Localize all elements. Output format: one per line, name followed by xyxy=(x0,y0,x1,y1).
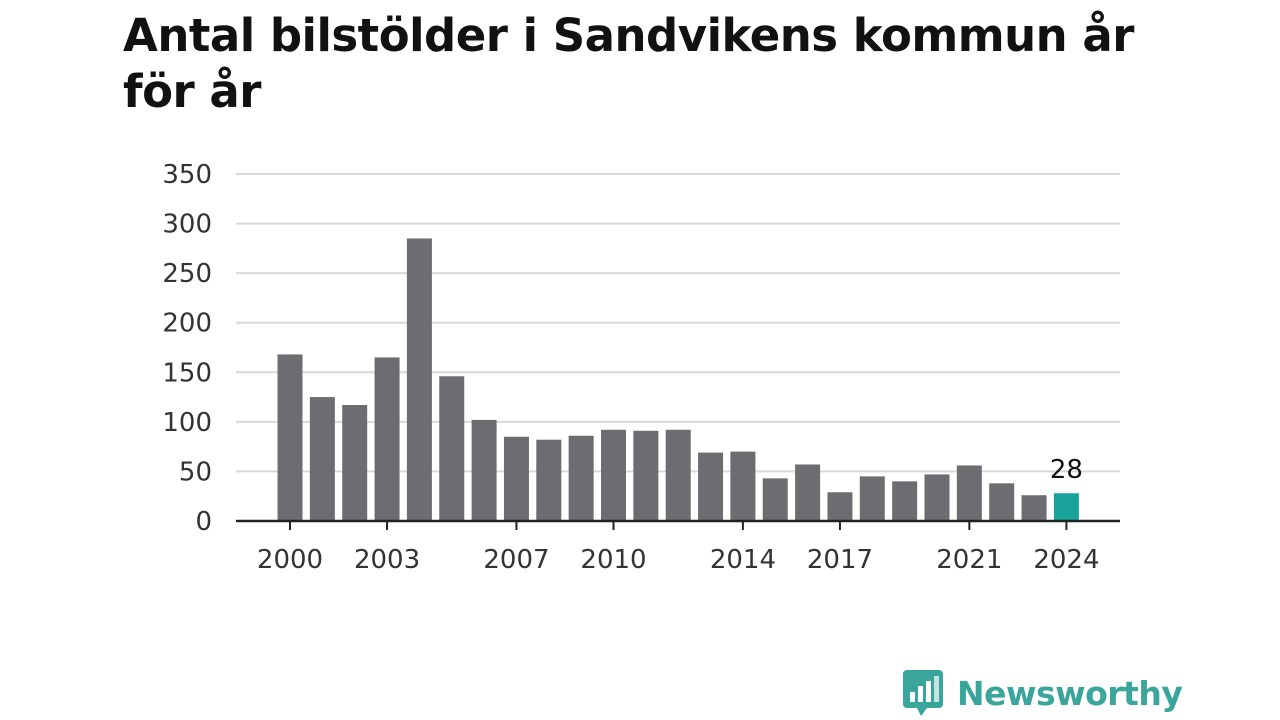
bar-2012 xyxy=(665,429,691,521)
bar-2000 xyxy=(277,354,303,521)
bar-2021 xyxy=(956,465,982,521)
bar-2005 xyxy=(439,376,465,521)
bar-2022 xyxy=(989,483,1015,521)
data-labels: 28 xyxy=(1050,455,1083,485)
y-tick-label: 300 xyxy=(162,210,212,240)
bar-2013 xyxy=(698,452,724,521)
bar-2008 xyxy=(536,439,562,521)
bar-2010 xyxy=(601,429,626,521)
bar-2002 xyxy=(342,405,368,521)
x-tick-label: 2024 xyxy=(1033,545,1099,575)
y-tick-label: 50 xyxy=(179,457,212,487)
x-tick-label: 2021 xyxy=(936,545,1002,575)
y-tick-label: 250 xyxy=(162,259,212,289)
bar-2017 xyxy=(827,492,853,521)
bar-2006 xyxy=(471,419,497,521)
bar-2024 xyxy=(1053,493,1079,521)
bar-2003 xyxy=(374,357,400,521)
y-tick-label: 350 xyxy=(162,160,212,190)
bar-2007 xyxy=(503,436,529,521)
y-tick-label: 100 xyxy=(162,408,212,438)
x-tick-label: 2003 xyxy=(354,545,420,575)
y-tick-label: 200 xyxy=(162,309,212,339)
newsworthy-logo-icon xyxy=(903,670,943,716)
chart-title: Antal bilstölder i Sandvikens kommun år … xyxy=(123,9,1134,118)
bar-2018 xyxy=(859,476,885,521)
bar-2023 xyxy=(1021,495,1047,521)
x-tick-label: 2017 xyxy=(807,545,873,575)
x-tick-label: 2010 xyxy=(580,545,646,575)
bar-2020 xyxy=(924,474,950,521)
bar-2019 xyxy=(892,481,918,521)
bar-2004 xyxy=(406,238,432,521)
bars xyxy=(277,238,1079,521)
bar-2016 xyxy=(795,464,821,521)
data-label: 28 xyxy=(1050,455,1083,485)
y-axis-ticks: 0 50 100 150 200 250 300 350 xyxy=(162,160,212,537)
bar-2011 xyxy=(633,430,659,521)
y-tick-label: 150 xyxy=(162,358,212,388)
newsworthy-logo-text: Newsworthy xyxy=(957,673,1183,713)
x-tick-label: 2007 xyxy=(483,545,549,575)
y-tick-label: 0 xyxy=(195,507,212,537)
newsworthy-logo: Newsworthy xyxy=(903,670,1183,716)
bar-2014 xyxy=(730,451,756,521)
gridlines xyxy=(236,173,1120,473)
bar-2001 xyxy=(309,397,335,521)
x-axis-ticks: 2000 2003 2007 2010 2014 2017 2021 2024 xyxy=(257,521,1099,575)
x-tick-label: 2014 xyxy=(710,545,776,575)
bar-2009 xyxy=(568,435,594,521)
x-tick-label: 2000 xyxy=(257,545,323,575)
bar-2015 xyxy=(762,478,788,521)
